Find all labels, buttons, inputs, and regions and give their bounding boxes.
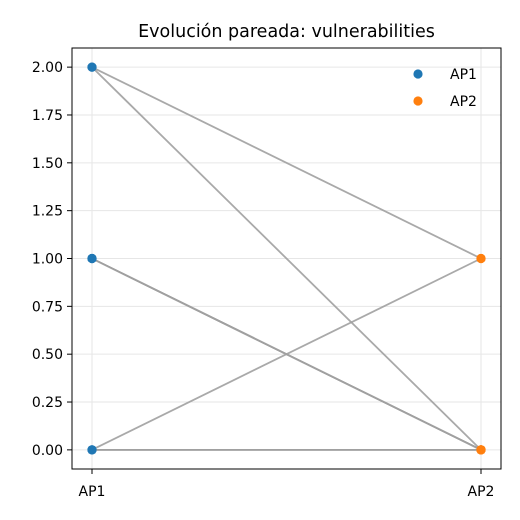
legend-label: AP2 [450, 94, 477, 110]
y-tick-label: 0.50 [32, 347, 63, 363]
legend-label: AP1 [450, 67, 477, 83]
y-tick-label: 1.75 [32, 108, 63, 124]
y-tick-label: 1.50 [32, 156, 63, 172]
data-point-ap1 [87, 62, 97, 72]
legend: AP1 AP2 [413, 67, 477, 110]
x-tick-label: AP2 [468, 484, 495, 500]
y-tick-label: 1.00 [32, 252, 63, 268]
data-point-ap2 [476, 253, 486, 264]
y-tick-label: 0.75 [32, 299, 63, 315]
data-point-ap2 [476, 445, 486, 455]
data-points [87, 62, 486, 455]
pair-lines [91, 66, 482, 451]
y-tick-label: 0.00 [32, 443, 63, 459]
y-tick-label: 2.00 [32, 60, 63, 76]
y-axis-ticks: 0.00 0.25 0.50 0.75 1.00 1.25 1.50 1.75 2.00 [32, 60, 72, 459]
pair-line [91, 66, 482, 260]
data-point-ap1 [87, 445, 97, 455]
pair-line [91, 257, 482, 451]
data-point-ap1 [87, 253, 97, 264]
pair-line [91, 66, 482, 451]
y-tick-label: 0.25 [32, 395, 63, 411]
legend-marker-ap1 [413, 69, 423, 79]
y-tick-label: 1.25 [32, 204, 63, 220]
chart-title: Evolución pareada: vulnerabilities [138, 22, 435, 42]
legend-marker-ap2 [413, 96, 423, 106]
x-tick-label: AP1 [79, 484, 106, 500]
x-axis-ticks: AP1 AP2 [79, 469, 495, 500]
